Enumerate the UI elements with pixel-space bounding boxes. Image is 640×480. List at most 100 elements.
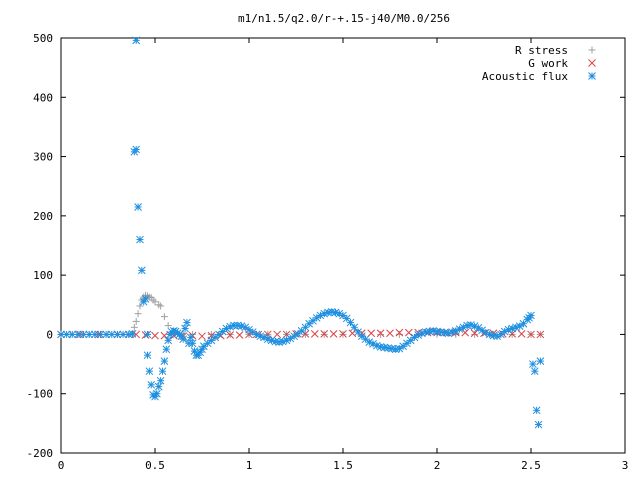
x-tick-label: 1.5 bbox=[333, 459, 353, 472]
chart-title: m1/n1.5/q2.0/r-+.15-j40/M0.0/256 bbox=[238, 12, 450, 25]
series-acoustic-flux bbox=[57, 36, 545, 429]
data-point bbox=[207, 336, 216, 345]
data-point bbox=[470, 329, 479, 338]
y-tick-label: 400 bbox=[33, 91, 53, 104]
y-tick-label: 300 bbox=[33, 151, 53, 164]
data-point bbox=[188, 339, 197, 348]
data-point bbox=[137, 266, 146, 275]
data-point bbox=[309, 316, 317, 325]
data-point bbox=[529, 360, 537, 368]
data-point bbox=[154, 382, 163, 391]
data-point bbox=[470, 322, 479, 330]
data-point bbox=[194, 351, 203, 360]
y-tick-label: -200 bbox=[27, 447, 54, 460]
x-tick-label: 1 bbox=[246, 459, 253, 472]
data-point bbox=[377, 330, 385, 338]
data-point bbox=[350, 323, 359, 332]
data-point bbox=[158, 367, 167, 376]
data-point bbox=[406, 336, 415, 345]
x-tick-label: 3 bbox=[622, 459, 629, 472]
data-point bbox=[527, 330, 535, 339]
data-point bbox=[143, 351, 152, 360]
data-point bbox=[134, 203, 142, 211]
data-point bbox=[147, 380, 156, 389]
data-point bbox=[517, 329, 526, 338]
data-point bbox=[386, 329, 394, 338]
data-point bbox=[327, 308, 336, 316]
data-point bbox=[226, 331, 235, 339]
data-point bbox=[218, 327, 227, 336]
data-point bbox=[534, 420, 543, 429]
data-point bbox=[132, 145, 141, 154]
data-point bbox=[530, 367, 539, 376]
legend-marker bbox=[588, 59, 596, 67]
data-point bbox=[211, 333, 220, 342]
data-point bbox=[316, 311, 325, 320]
data-point bbox=[162, 345, 171, 354]
data-point bbox=[179, 335, 188, 344]
data-point bbox=[156, 376, 165, 385]
data-point bbox=[143, 330, 152, 339]
data-point bbox=[536, 357, 545, 365]
data-point bbox=[128, 329, 137, 338]
legend-label: Acoustic flux bbox=[482, 70, 568, 83]
y-tick-label: 100 bbox=[33, 269, 53, 282]
series-layer bbox=[57, 36, 545, 429]
data-point bbox=[497, 330, 505, 339]
data-point bbox=[455, 325, 464, 333]
data-point bbox=[132, 317, 140, 325]
data-point bbox=[145, 367, 154, 376]
data-point bbox=[339, 329, 347, 338]
data-point bbox=[305, 319, 314, 328]
x-tick-label: 2 bbox=[434, 459, 441, 472]
data-point bbox=[136, 235, 144, 244]
data-point bbox=[222, 324, 231, 333]
y-tick-label: 0 bbox=[46, 328, 53, 341]
data-point bbox=[151, 331, 159, 340]
data-point bbox=[207, 330, 215, 338]
data-point bbox=[151, 298, 159, 306]
legend-marker bbox=[588, 46, 596, 54]
data-point bbox=[301, 323, 310, 332]
data-point bbox=[399, 342, 408, 351]
data-point bbox=[181, 324, 189, 333]
data-point bbox=[365, 338, 374, 346]
x-tick-label: 0 bbox=[58, 459, 65, 472]
data-point bbox=[203, 339, 212, 348]
data-point bbox=[532, 406, 541, 415]
data-point bbox=[320, 329, 329, 338]
data-point bbox=[160, 313, 168, 321]
data-point bbox=[200, 342, 208, 351]
data-point bbox=[471, 330, 479, 338]
y-tick-label: -100 bbox=[27, 388, 54, 401]
data-point bbox=[102, 330, 110, 339]
data-point bbox=[183, 318, 191, 327]
x-tick-label: 2.5 bbox=[521, 459, 541, 472]
x-axis: 0 0.5 1 1.5 2 2.5 3 bbox=[58, 38, 629, 472]
legend-label: G work bbox=[528, 57, 568, 70]
data-point bbox=[153, 389, 161, 398]
data-point bbox=[357, 332, 366, 341]
legend-label: R stress bbox=[515, 44, 568, 57]
data-point bbox=[235, 331, 244, 339]
plot-frame bbox=[60, 37, 626, 454]
data-point bbox=[132, 36, 141, 45]
data-point bbox=[301, 329, 310, 338]
data-point bbox=[346, 318, 355, 327]
data-point bbox=[339, 311, 347, 320]
y-tick-label: 500 bbox=[33, 32, 53, 45]
data-point bbox=[421, 328, 430, 336]
data-point bbox=[527, 311, 535, 320]
data-point bbox=[404, 328, 413, 337]
data-point bbox=[134, 310, 142, 318]
data-point bbox=[294, 329, 302, 338]
data-point bbox=[155, 301, 163, 309]
data-point bbox=[395, 344, 404, 353]
y-tick-label: 200 bbox=[33, 210, 53, 223]
y-axis: -200 -100 0 100 200 300 400 500 bbox=[27, 32, 625, 460]
data-point bbox=[136, 302, 144, 310]
data-point bbox=[160, 357, 169, 365]
data-point bbox=[376, 329, 385, 338]
